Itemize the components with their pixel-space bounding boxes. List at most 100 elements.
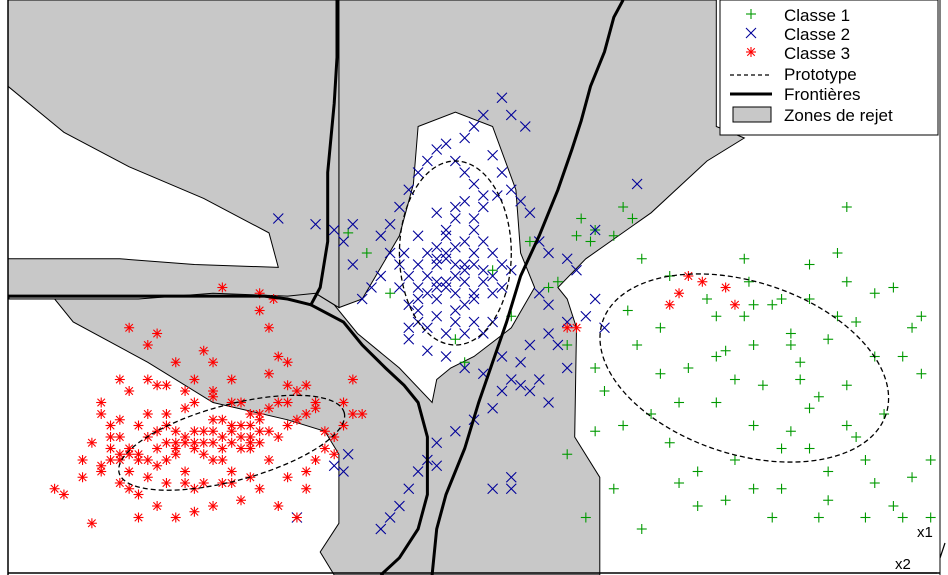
data-point-star	[170, 512, 181, 523]
data-point-x	[422, 270, 433, 282]
data-point-x	[533, 374, 545, 385]
data-point-star	[152, 443, 163, 454]
data-point-x	[398, 247, 410, 259]
data-point-star	[208, 357, 219, 368]
data-point-plus	[608, 483, 619, 494]
legend-label-zones-de-rejet: Zones de rejet	[784, 106, 893, 125]
data-point-x	[468, 213, 480, 224]
data-point-star	[114, 432, 125, 442]
data-point-x	[543, 328, 554, 339]
data-point-star	[105, 420, 116, 431]
data-point-star	[282, 357, 293, 368]
data-point-star	[133, 489, 144, 500]
data-point-x	[459, 167, 471, 178]
data-point-star	[291, 386, 302, 396]
data-point-x	[403, 270, 415, 282]
data-point-star	[226, 426, 237, 437]
data-point-x	[459, 132, 471, 144]
data-point-x	[375, 230, 387, 242]
reject-zones-layer	[8, 0, 746, 575]
data-point-star	[124, 322, 135, 333]
series-classe-1	[343, 202, 936, 534]
data-point-x	[515, 356, 526, 368]
data-point-x	[449, 259, 461, 270]
data-point-plus	[385, 288, 396, 299]
data-point-plus	[632, 340, 643, 350]
data-point-plus	[916, 311, 927, 322]
data-point-plus	[748, 420, 759, 431]
data-point-x	[505, 471, 517, 483]
data-point-x	[328, 460, 340, 472]
data-point-plus	[888, 501, 899, 511]
data-point-star	[282, 420, 293, 431]
axis-markers: x1 x2	[880, 524, 946, 574]
data-point-star	[161, 380, 172, 391]
data-point-x	[403, 184, 415, 196]
data-point-plus	[720, 345, 731, 356]
data-point-x	[440, 247, 452, 259]
prototype-ellipse-3	[118, 394, 346, 491]
data-point-plus	[785, 328, 796, 339]
data-point-x	[412, 305, 424, 316]
legend-marker-star	[746, 47, 756, 57]
data-point-x	[589, 224, 601, 236]
data-point-star	[319, 443, 330, 454]
data-point-x	[449, 287, 461, 299]
data-point-x	[487, 402, 499, 414]
legend-marker-plus	[746, 9, 756, 19]
data-point-x	[459, 264, 471, 276]
data-point-x	[496, 92, 508, 104]
data-point-plus	[776, 294, 787, 304]
data-point-star	[254, 483, 265, 494]
data-point-star	[571, 322, 582, 333]
data-point-star	[226, 478, 237, 488]
data-point-plus	[860, 512, 871, 523]
data-point-plus	[869, 478, 880, 488]
data-point-x	[459, 195, 471, 207]
data-point-star	[301, 409, 312, 419]
decision-boundary-2	[310, 303, 429, 575]
data-point-x	[431, 259, 443, 270]
data-point-plus	[841, 276, 852, 287]
data-point-plus	[692, 466, 703, 477]
decision-boundary-3	[430, 0, 625, 575]
data-point-x	[412, 230, 424, 242]
data-point-star	[133, 512, 144, 523]
data-point-plus	[776, 443, 787, 454]
data-point-star	[142, 472, 153, 483]
data-point-star	[208, 391, 219, 402]
data-point-star	[245, 443, 256, 454]
data-point-x	[272, 213, 284, 224]
data-point-star	[282, 380, 293, 391]
data-point-star	[152, 460, 163, 471]
legend-symbol-classe-2	[745, 27, 757, 39]
data-point-x	[422, 155, 433, 167]
data-point-x	[431, 282, 443, 293]
data-point-x	[477, 264, 489, 276]
data-point-star	[96, 409, 107, 419]
data-point-star	[180, 403, 191, 414]
data-point-x	[310, 218, 321, 230]
data-point-x	[342, 448, 354, 460]
data-point-plus	[683, 363, 694, 373]
data-point-star	[124, 466, 135, 477]
prototype-ellipse-1	[599, 273, 890, 463]
data-point-star	[114, 414, 125, 425]
data-point-plus	[739, 311, 750, 322]
data-point-star	[347, 374, 358, 385]
data-point-plus	[711, 351, 722, 362]
data-point-x	[505, 109, 517, 121]
reject-zone-inner-gap	[8, 85, 279, 268]
data-point-star	[263, 455, 274, 465]
data-point-x	[524, 207, 536, 219]
data-point-x	[431, 276, 443, 288]
data-point-star	[217, 414, 228, 425]
data-point-x	[328, 224, 340, 236]
data-point-star	[338, 397, 349, 408]
data-point-star	[208, 501, 219, 511]
data-point-star	[226, 374, 237, 385]
data-point-star	[245, 420, 256, 431]
data-point-star	[58, 489, 69, 500]
data-point-star	[180, 432, 191, 442]
data-point-plus	[916, 368, 927, 379]
